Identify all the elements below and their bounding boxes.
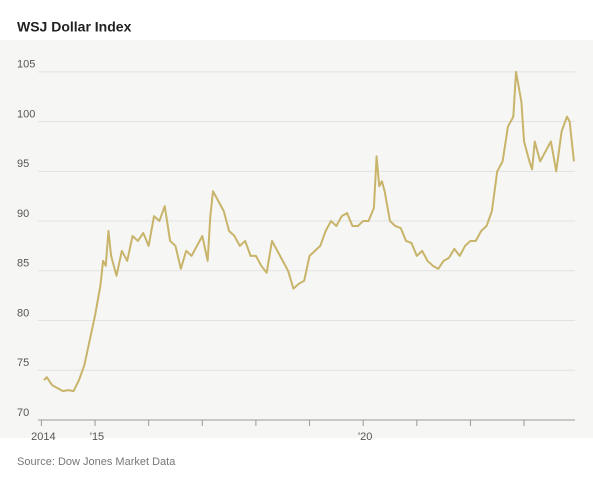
y-tick-label: 95: [17, 158, 29, 170]
y-tick-label: 75: [17, 357, 29, 369]
y-tick-label: 100: [17, 108, 35, 120]
x-tick-label: 2014: [31, 431, 55, 443]
x-tick-label: '15: [90, 431, 104, 443]
y-tick-label: 80: [17, 307, 29, 319]
y-tick-label: 105: [17, 59, 35, 71]
y-tick-label: 85: [17, 258, 29, 270]
y-tick-label: 70: [17, 407, 29, 419]
chart-title: WSJ Dollar Index: [17, 19, 132, 35]
index-line: [43, 70, 575, 393]
y-tick-label: 90: [17, 208, 29, 220]
x-tick-label: '20: [358, 431, 372, 443]
source-note: Source: Dow Jones Market Data: [17, 456, 176, 468]
plot-background: [0, 40, 593, 438]
